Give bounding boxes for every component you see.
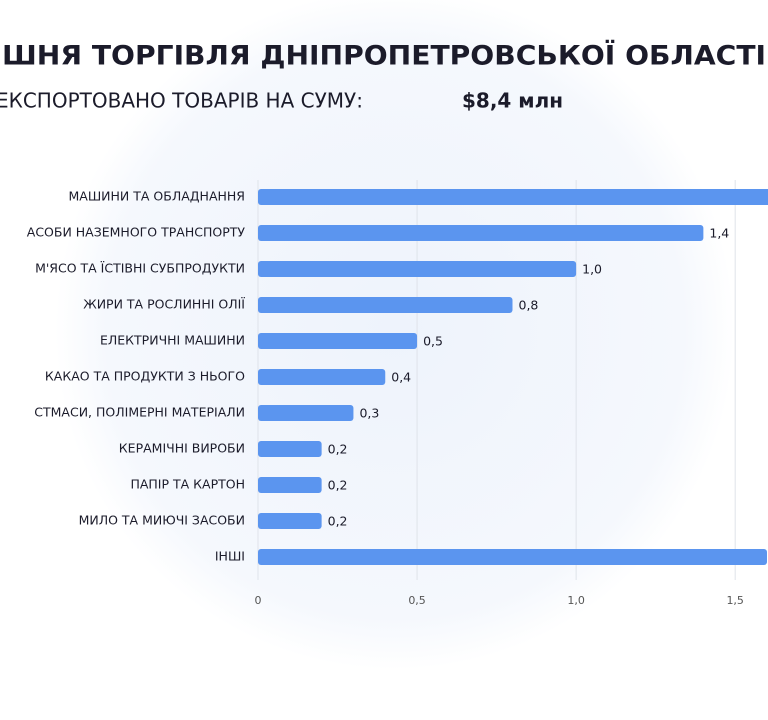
bar	[258, 333, 418, 349]
y-tick-label: СТМАСИ, ПОЛІМЕРНІ МАТЕРІАЛИ	[34, 405, 245, 420]
bar	[258, 261, 577, 277]
bar	[258, 297, 513, 313]
bar	[258, 441, 322, 457]
chart-subtitle: ЕКСПОРТОВАНО ТОВАРІВ НА СУМУ:	[0, 89, 363, 113]
bar	[258, 477, 322, 493]
bar	[258, 225, 704, 241]
y-tick-label: АСОБИ НАЗЕМНОГО ТРАНСПОРТУ	[27, 225, 246, 240]
value-label: 0,3	[359, 406, 379, 421]
bar	[258, 549, 767, 565]
value-label: 0,2	[328, 442, 348, 457]
value-label: 0,2	[328, 514, 348, 529]
x-tick-label: 1,5	[726, 594, 744, 607]
y-tick-label: КЕРАМІЧНІ ВИРОБИ	[119, 441, 245, 456]
bar	[258, 369, 386, 385]
x-tick-label: 0	[255, 594, 262, 607]
y-tick-label: ЕЛЕКТРИЧНІ МАШИНИ	[100, 333, 245, 348]
y-tick-label: М'ЯСО ТА ЇСТІВНІ СУБПРОДУКТИ	[35, 261, 245, 276]
total: $8,4 млн	[462, 89, 563, 113]
y-tick-label: ПАПІР ТА КАРТОН	[130, 477, 245, 492]
value-label: 1,0	[582, 262, 602, 277]
value-label: 0,4	[391, 370, 411, 385]
x-tick-label: 1,0	[567, 594, 585, 607]
bar	[258, 189, 768, 205]
y-tick-label: МИЛО ТА МИЮЧІ ЗАСОБИ	[79, 513, 245, 528]
value-label: 0,8	[519, 298, 539, 313]
y-tick-label: ЖИРИ ТА РОСЛИННІ ОЛІЇ	[83, 297, 245, 312]
y-tick-label: КАКАО ТА ПРОДУКТИ З НЬОГО	[45, 369, 245, 384]
value-label: 0,2	[328, 478, 348, 493]
bar	[258, 405, 354, 421]
x-tick-label: 0,5	[408, 594, 426, 607]
y-tick-label: МАШИНИ ТА ОБЛАДНАННЯ	[68, 189, 245, 204]
chart-title: ШНЯ ТОРГІВЛЯ ДНІПРОПЕТРОВСЬКОЇ ОБЛАСТІ	[2, 40, 766, 72]
bar	[258, 513, 322, 529]
y-tick-label: ІНШІ	[215, 549, 245, 564]
value-label: 0,5	[423, 334, 443, 349]
value-label: 1,4	[709, 226, 729, 241]
